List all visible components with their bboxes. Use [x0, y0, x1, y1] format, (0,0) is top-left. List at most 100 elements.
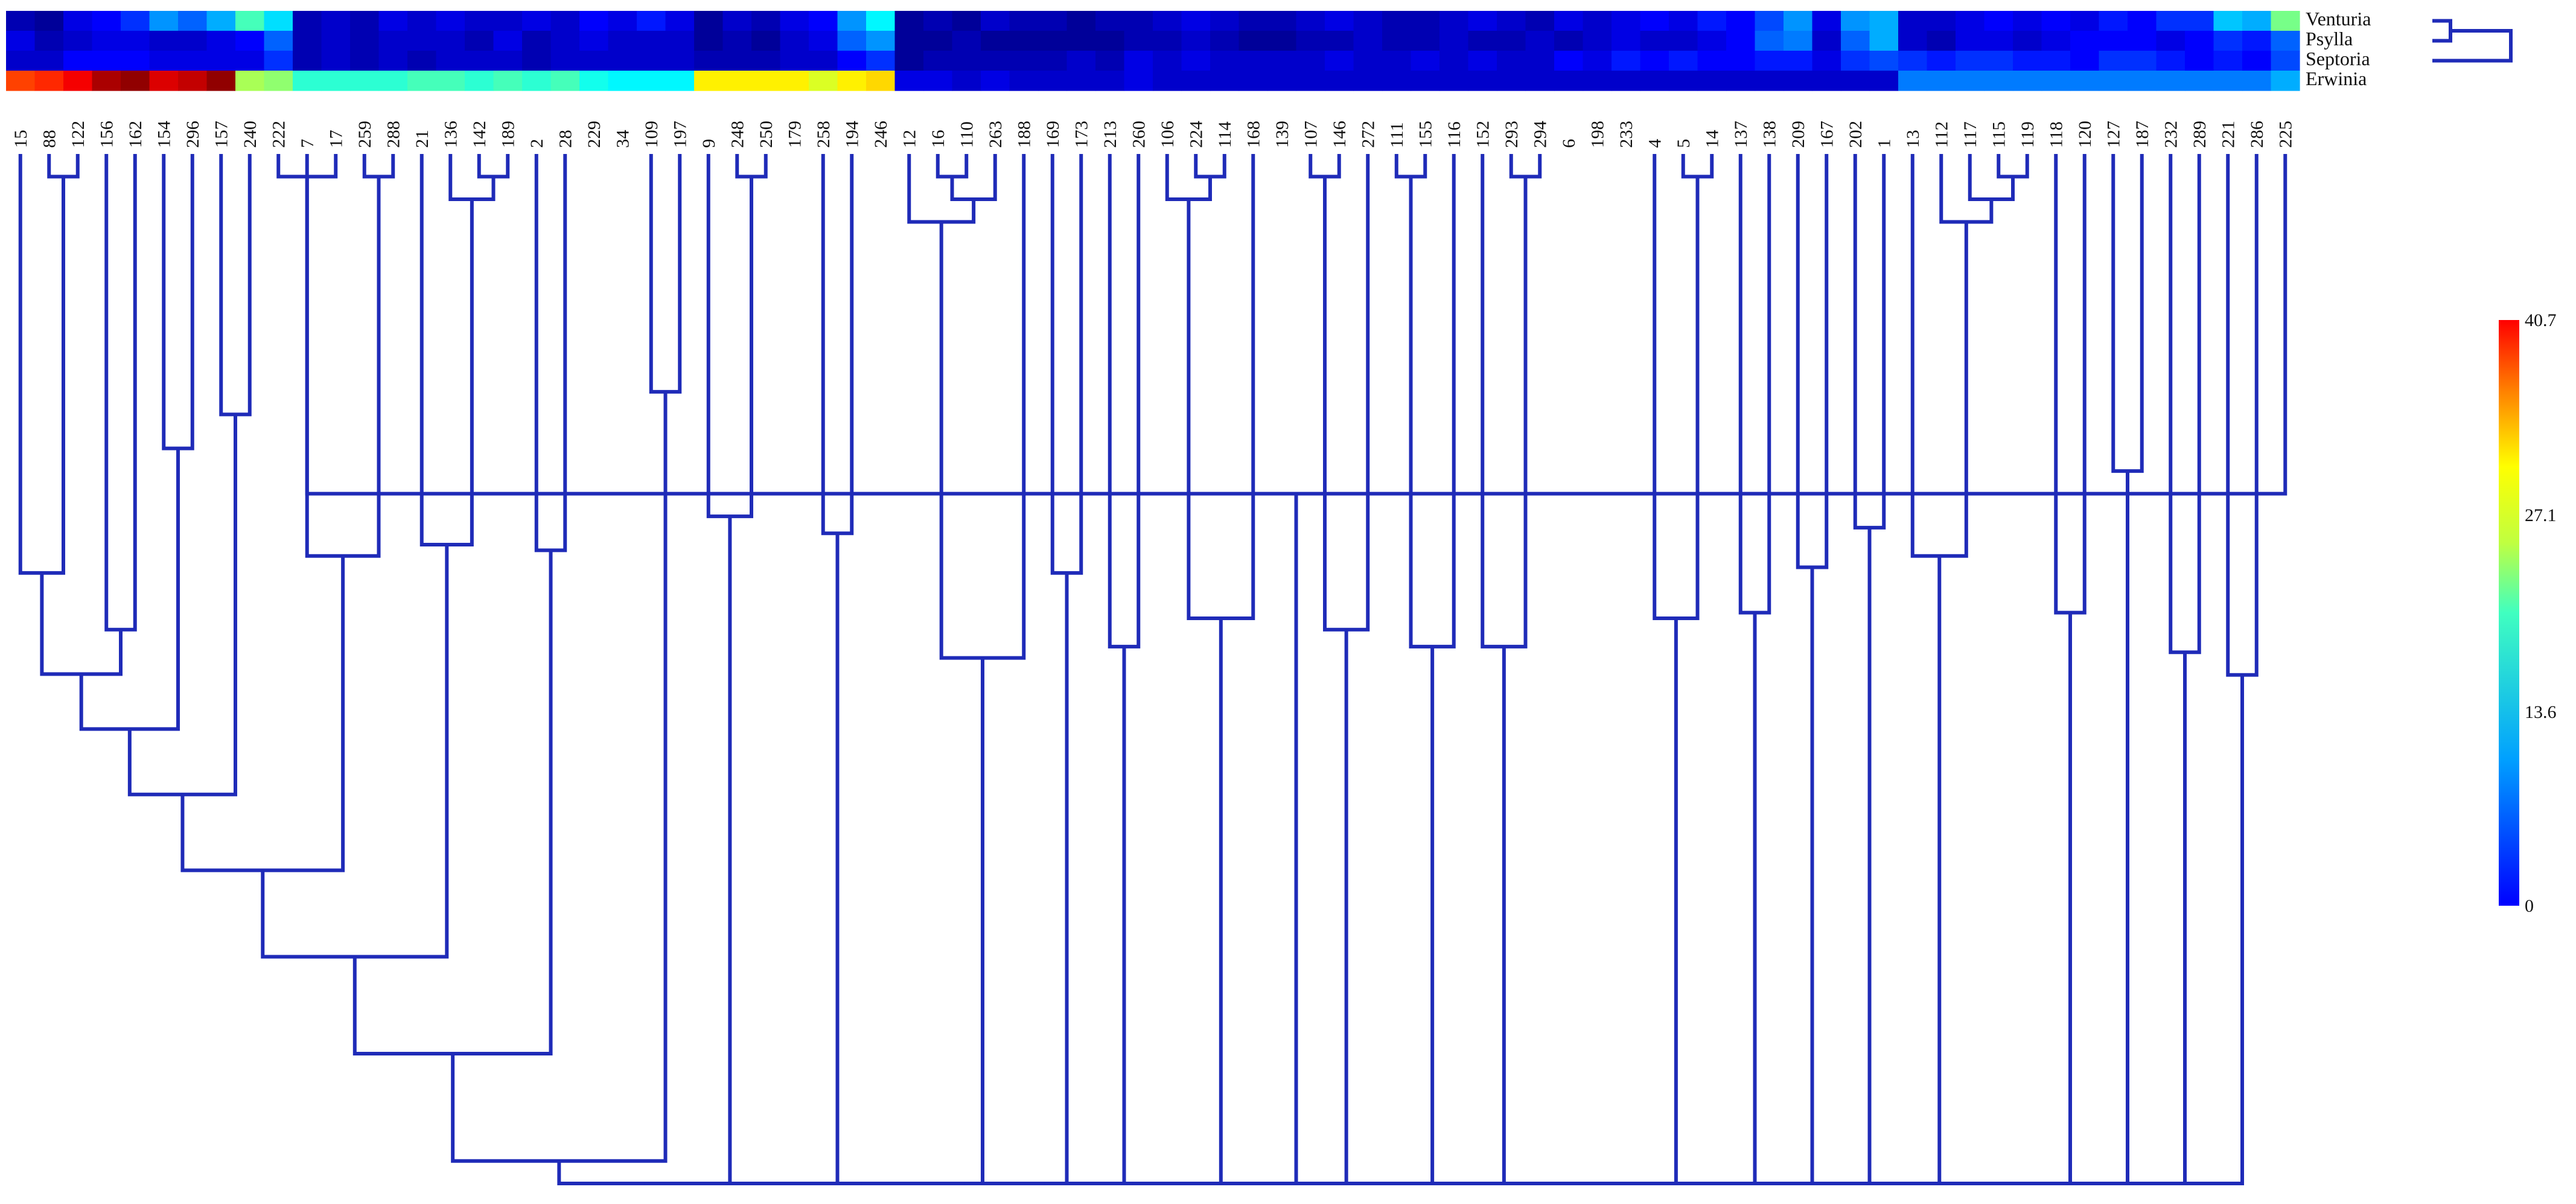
dendrogram-link	[1044, 618, 1223, 1185]
heatmap-cell	[608, 51, 637, 71]
heatmap-cell	[1210, 71, 1240, 91]
leaf-label-224: 224	[1186, 121, 1206, 148]
heatmap-cell	[1353, 51, 1383, 71]
heatmap-cell	[206, 51, 236, 71]
dendrogram-link	[1420, 618, 1678, 1185]
leaf-label-7: 7	[298, 139, 317, 148]
heatmap-cell	[92, 71, 121, 91]
heatmap-cell	[1898, 31, 1928, 51]
heatmap-cell	[1784, 51, 1813, 71]
heatmap-cell	[6, 11, 36, 31]
heatmap-cell	[350, 51, 380, 71]
row-label-erwinia: Erwinia	[2306, 68, 2367, 89]
heatmap-cell	[2242, 31, 2272, 51]
heatmap-cell	[522, 71, 552, 91]
leaf-label-286: 286	[2247, 121, 2267, 148]
heatmap-cell	[1353, 11, 1383, 31]
leaf-label-14: 14	[1702, 130, 1722, 148]
heatmap-cell	[1612, 11, 1641, 31]
heatmap-cell	[1468, 31, 1497, 51]
dendrogram-link	[1853, 154, 1886, 530]
heatmap-cell	[178, 51, 208, 71]
leaf-label-272: 272	[1358, 121, 1378, 148]
heatmap-cell	[235, 11, 265, 31]
heatmap-cell	[894, 51, 924, 71]
leaf-label-169: 169	[1043, 121, 1063, 148]
heatmap-cell	[6, 71, 36, 91]
heatmap-cell	[436, 31, 465, 51]
heatmap-cell	[894, 11, 924, 31]
row-link-venturia-psylla	[2432, 19, 2452, 43]
leaf-label-111: 111	[1387, 122, 1407, 148]
heatmap-cell	[837, 71, 867, 91]
heatmap-cell	[1669, 71, 1698, 91]
heatmap-cell	[1869, 31, 1899, 51]
heatmap-cell	[665, 71, 695, 91]
heatmap-cell	[149, 51, 179, 71]
heatmap-cell	[1009, 71, 1039, 91]
dendrogram-link	[219, 154, 252, 417]
colorbar-gradient	[2499, 320, 2519, 906]
leaf-label-34: 34	[613, 130, 633, 148]
heatmap-cell	[923, 71, 953, 91]
dendrogram-link	[1394, 154, 1427, 179]
dendrogram-link	[18, 154, 65, 575]
heatmap-cell	[751, 51, 781, 71]
heatmap-cell	[550, 71, 580, 91]
heatmap-cell	[1181, 71, 1211, 91]
heatmap-cell	[637, 31, 666, 51]
heatmap-cell	[1898, 51, 1928, 71]
heatmap-cell	[1841, 11, 1870, 31]
leaf-label-232: 232	[2161, 121, 2181, 148]
heatmap-cell	[2128, 71, 2157, 91]
heatmap-cell	[34, 51, 64, 71]
heatmap-cell	[378, 51, 408, 71]
heatmap-cell	[2099, 71, 2128, 91]
leaf-label-156: 156	[97, 121, 116, 148]
heatmap-cell	[1554, 31, 1584, 51]
heatmap-cell	[1153, 31, 1182, 51]
heatmap-cell	[34, 11, 64, 31]
heatmap-cell	[1726, 31, 1756, 51]
heatmap-cell	[149, 11, 179, 31]
heatmap-cell	[2271, 71, 2300, 91]
heatmap-cell	[436, 71, 465, 91]
heatmap-cell	[1669, 11, 1698, 31]
heatmap-cell	[1927, 51, 1956, 71]
heatmap-cell	[1812, 51, 1841, 71]
dendrogram-link	[735, 154, 768, 179]
heatmap-cell	[1439, 31, 1469, 51]
heatmap-cell	[1009, 51, 1039, 71]
heatmap-cell	[1554, 11, 1584, 31]
heatmap-cell	[1755, 31, 1784, 51]
heatmap-cell	[235, 51, 265, 71]
heatmap-cell	[1697, 51, 1727, 71]
leaf-label-138: 138	[1759, 121, 1779, 148]
heatmap-cell	[579, 71, 609, 91]
heatmap-cell	[2070, 51, 2100, 71]
heatmap-cell	[1583, 11, 1612, 31]
heatmap-cell	[2128, 51, 2157, 71]
heatmap-cell	[1697, 31, 1727, 51]
heatmap-cell	[1669, 51, 1698, 71]
heatmap-cell	[722, 51, 752, 71]
heatmap-cell	[550, 31, 580, 51]
row-label-venturia: Venturia	[2306, 8, 2371, 30]
leaf-label-221: 221	[2218, 121, 2238, 148]
leaf-label-263: 263	[986, 121, 1006, 148]
heatmap-cell	[1468, 11, 1497, 31]
heatmap-cell	[264, 71, 293, 91]
heatmap-cell	[2213, 71, 2243, 91]
heatmap-cell	[722, 11, 752, 31]
leaf-label-233: 233	[1616, 121, 1636, 148]
heatmap-cell	[2070, 31, 2100, 51]
leaf-label-15: 15	[11, 130, 31, 148]
heatmap-cell	[2070, 71, 2100, 91]
dendrogram-link	[861, 572, 1069, 1185]
dendrogram-link	[477, 154, 510, 179]
heatmap-cell	[178, 11, 208, 31]
dendrogram-link	[706, 154, 753, 519]
heatmap-cell	[1640, 11, 1669, 31]
leaf-label-162: 162	[126, 121, 145, 148]
heatmap-cell	[350, 31, 380, 51]
